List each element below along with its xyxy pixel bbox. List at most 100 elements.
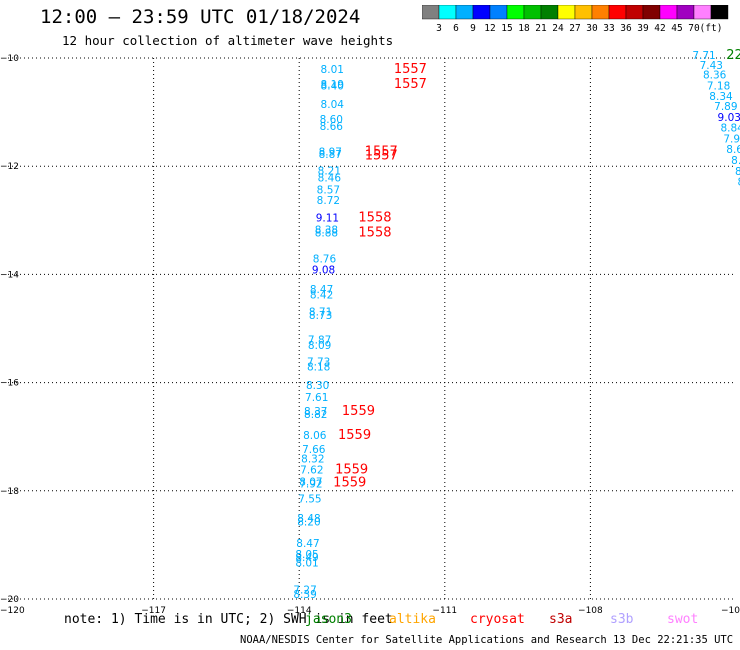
wave-height-label: 8.87	[319, 149, 342, 161]
wave-height-label: 8.37	[304, 406, 327, 418]
time-label: 1557	[394, 62, 427, 77]
satellite-legend-item: altika	[389, 612, 436, 627]
wave-height-label: 7.18	[707, 80, 730, 92]
wave-height-label: 8.48	[297, 513, 320, 525]
colorbar-label: 70	[688, 23, 700, 34]
wave-height-label: 8.8	[737, 177, 740, 189]
wave-height-label: 8.42	[310, 290, 333, 302]
x-tick-label: −117	[141, 606, 166, 615]
time-label: 1559	[342, 404, 375, 419]
colorbar-label: 21	[535, 23, 547, 34]
wave-height-label: 8.32	[301, 454, 324, 466]
wave-height-label: 8.68	[731, 155, 740, 167]
wave-height-label: 8.71	[309, 307, 332, 319]
x-tick-label: −114	[287, 606, 312, 615]
wave-height-label: 8.73	[309, 310, 332, 322]
colorbar-label: 6	[453, 23, 459, 34]
colorbar-label: 3	[436, 23, 442, 34]
y-tick-label: −18	[0, 487, 19, 497]
colorbar-label: 12	[484, 23, 495, 34]
wave-height-label: 8.57	[317, 184, 340, 196]
wave-height-label: 8.88	[315, 228, 338, 240]
wave-height-colorbar: 3 6 9 12 15 18 21 24 27 30 33 36 39 42 45 70 (ft)	[422, 5, 729, 34]
colorbar-label: 39	[637, 23, 649, 34]
y-tick-label: −14	[0, 270, 19, 280]
x-tick-label: −108	[578, 606, 603, 615]
wave-height-label: 8.01	[295, 558, 318, 570]
time-label: 1557	[365, 149, 398, 164]
y-tick-label: −12	[0, 162, 19, 172]
x-tick-label: −10	[721, 606, 740, 615]
wave-height-label: 7.73	[307, 356, 330, 368]
wave-height-label: 8.39	[293, 589, 316, 601]
wave-height-label: 8.46	[318, 172, 342, 184]
wave-height-label: 8.01	[321, 64, 344, 76]
wave-height-label: 7.27	[293, 585, 316, 597]
time-label: 1558	[358, 210, 391, 225]
wave-height-label: 8.60	[320, 114, 343, 126]
wave-height-label: 8.09	[308, 340, 331, 352]
colorbar-label: 15	[501, 23, 512, 34]
x-tick-label: −120	[0, 606, 25, 615]
satellite-legend-item: s3a	[549, 612, 573, 627]
wave-height-label: 8.07	[299, 476, 322, 488]
note-text: note: 1) Time is in UTC; 2) SWH is in fe…	[64, 612, 393, 627]
wave-height-label: 7.71	[692, 50, 715, 62]
wave-height-label: 8.84	[720, 123, 740, 135]
y-tick-label: −20	[0, 595, 19, 605]
colorbar-label: 9	[470, 23, 476, 34]
wave-height-label: 9.08	[312, 264, 335, 276]
wave-height-label: 8.47	[296, 538, 319, 550]
wave-height-label: 9.11	[316, 212, 339, 224]
wave-height-label: 7.92	[299, 479, 322, 491]
time-label: 1559	[335, 462, 368, 477]
wave-height-label: 8.04	[321, 99, 345, 111]
wave-height-label: 8.67	[726, 144, 740, 156]
satellite-legend-item: s3b	[610, 612, 634, 627]
wave-height-label: 8.36	[703, 70, 727, 82]
y-tick-label: −16	[0, 379, 19, 389]
colorbar-swatch	[710, 5, 729, 20]
credit-line: NOAA/NESDIS Center for Satellite Applica…	[240, 634, 740, 646]
colorbar-label: 18	[518, 23, 530, 34]
wave-height-label: 7.89	[714, 101, 737, 113]
wave-height-label: 7.66	[302, 444, 326, 456]
wave-height-label: 9.03	[718, 112, 740, 124]
map-subtitle: 12 hour collection of altimeter wave hei…	[62, 33, 394, 48]
colorbar-label: 36	[620, 23, 632, 34]
satellite-legend-item: cryosat	[470, 612, 525, 627]
map-title: 12:00 — 23:59 UTC 01/18/2024	[40, 6, 361, 28]
time-label: 1559	[333, 475, 366, 490]
wave-height-label: 8.19	[321, 79, 344, 91]
colorbar-label: 30	[586, 23, 598, 34]
x-tick-label: −111	[432, 606, 457, 615]
wave-height-label: 8.30	[306, 380, 329, 392]
wave-height-label: 7.62	[300, 464, 323, 476]
wave-height-label: 8.05	[295, 549, 318, 561]
time-label: 1557	[394, 77, 427, 92]
wave-height-label: 7.93	[723, 133, 740, 145]
time-label: 1557	[365, 144, 398, 159]
colorbar-label: 45	[671, 23, 682, 34]
time-label: 1558	[358, 226, 391, 241]
wave-height-label: 7.43	[700, 60, 723, 72]
wave-height-label: 8.49	[295, 552, 318, 564]
time-label: 1559	[338, 428, 371, 443]
satellite-legend-item: swot	[667, 612, 699, 627]
wave-height-label: 8.18	[307, 362, 330, 374]
wave-height-label: 8.70	[735, 166, 740, 178]
wave-height-label: 8.97	[319, 146, 342, 158]
wave-height-label: 8.47	[310, 284, 333, 296]
wave-height-label: 8.76	[313, 253, 337, 265]
colorbar-label: 42	[654, 23, 665, 34]
colorbar-label: 33	[603, 23, 614, 34]
colorbar-label: (ft)	[700, 23, 723, 34]
wave-height-label: 8.38	[315, 224, 338, 236]
y-tick-label: −10	[0, 54, 19, 64]
wave-height-map: −10 −12 −14 −16 −18 −20−120 −117 −114 −111 −108 −1…	[0, 48, 740, 615]
satellite-legend-item: jason3	[305, 612, 352, 627]
wave-height-label: 8.40	[321, 80, 344, 92]
wave-height-label: 8.66	[320, 121, 344, 133]
wave-height-label: 8.72	[317, 195, 340, 207]
wave-height-label: 8.20	[297, 516, 320, 528]
